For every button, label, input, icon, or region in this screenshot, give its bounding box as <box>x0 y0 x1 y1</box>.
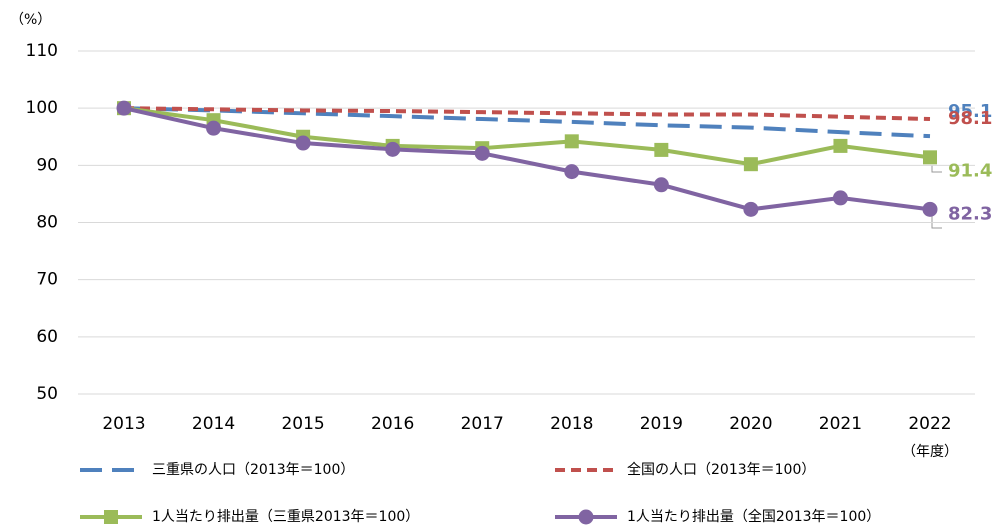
leader-line <box>931 215 942 229</box>
series-line <box>123 106 931 139</box>
end-value-label: 98.1 <box>948 108 992 129</box>
marker <box>743 157 758 172</box>
y-tick-label: 50 <box>36 384 58 404</box>
x-tick-label: 2020 <box>729 414 772 434</box>
legend-marker <box>578 509 594 525</box>
marker <box>564 164 580 180</box>
x-axis-label: （年度） <box>902 444 958 460</box>
x-tick-label: 2019 <box>640 414 683 434</box>
x-tick-label: 2018 <box>550 414 593 434</box>
x-tick-label: 2022 <box>908 414 951 434</box>
marker <box>833 138 848 153</box>
marker <box>385 141 401 157</box>
end-value-label: 82.3 <box>948 203 992 224</box>
marker <box>653 177 669 193</box>
x-tick-label: 2014 <box>192 414 235 434</box>
marker <box>743 201 759 217</box>
marker <box>922 201 938 217</box>
x-tick-label: 2021 <box>819 414 862 434</box>
marker <box>654 142 669 157</box>
x-tick-label: 2016 <box>371 414 414 434</box>
y-tick-label: 100 <box>26 98 58 118</box>
y-tick-label: 90 <box>36 155 58 175</box>
marker <box>206 120 222 136</box>
legend-marker <box>104 510 118 524</box>
marker <box>832 190 848 206</box>
y-tick-label: 70 <box>36 270 58 290</box>
x-tick-label: 2017 <box>461 414 504 434</box>
y-unit-label: （%） <box>10 12 51 28</box>
legend-label: 三重県の人口（2013年＝100） <box>152 462 354 478</box>
marker <box>564 134 579 149</box>
y-tick-label: 110 <box>26 41 58 61</box>
legend-label: 1人当たり排出量（三重県2013年＝100） <box>152 509 419 525</box>
x-tick-label: 2015 <box>281 414 324 434</box>
marker <box>474 145 490 161</box>
legend-label: 全国の人口（2013年＝100） <box>627 461 815 478</box>
legend-label: 1人当たり排出量（全国2013年＝100） <box>627 508 880 525</box>
marker <box>116 100 132 116</box>
x-tick-label: 2013 <box>102 414 145 434</box>
leader-line <box>931 165 942 173</box>
series-line <box>123 106 931 212</box>
marker <box>923 150 937 165</box>
end-value-label: 95.1 <box>948 101 992 122</box>
end-value-label: 91.4 <box>948 160 992 181</box>
series-line <box>123 106 931 167</box>
series-line <box>123 106 931 122</box>
y-tick-label: 60 <box>36 327 58 347</box>
marker <box>295 135 311 151</box>
y-tick-label: 80 <box>36 213 58 233</box>
